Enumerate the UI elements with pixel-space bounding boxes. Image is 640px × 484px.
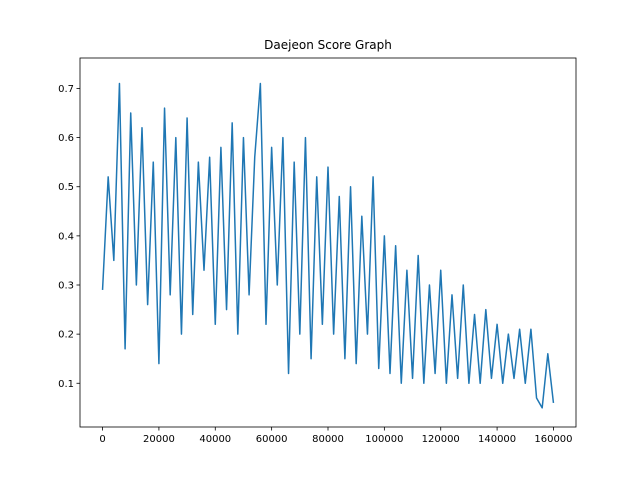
y-tick-label: 0.7 — [58, 84, 74, 95]
x-tick-label: 100000 — [365, 434, 403, 445]
y-tick-label: 0.4 — [58, 231, 74, 242]
y-tick-label: 0.1 — [58, 379, 74, 390]
chart-title: Daejeon Score Graph — [264, 38, 392, 52]
y-tick-label: 0.6 — [58, 133, 74, 144]
x-tick-label: 60000 — [256, 434, 288, 445]
x-tick-label: 0 — [99, 434, 105, 445]
x-tick-label: 80000 — [312, 434, 344, 445]
axes-frame — [79, 57, 577, 428]
data-line — [101, 82, 555, 409]
x-tick-label: 20000 — [143, 434, 175, 445]
y-tick-label: 0.3 — [58, 281, 74, 292]
x-tick-label: 140000 — [478, 434, 516, 445]
y-tick-label: 0.5 — [58, 182, 74, 193]
x-tick-label: 120000 — [422, 434, 460, 445]
x-tick-label: 40000 — [199, 434, 231, 445]
y-tick-label: 0.2 — [58, 330, 74, 341]
x-tick-label: 160000 — [534, 434, 572, 445]
